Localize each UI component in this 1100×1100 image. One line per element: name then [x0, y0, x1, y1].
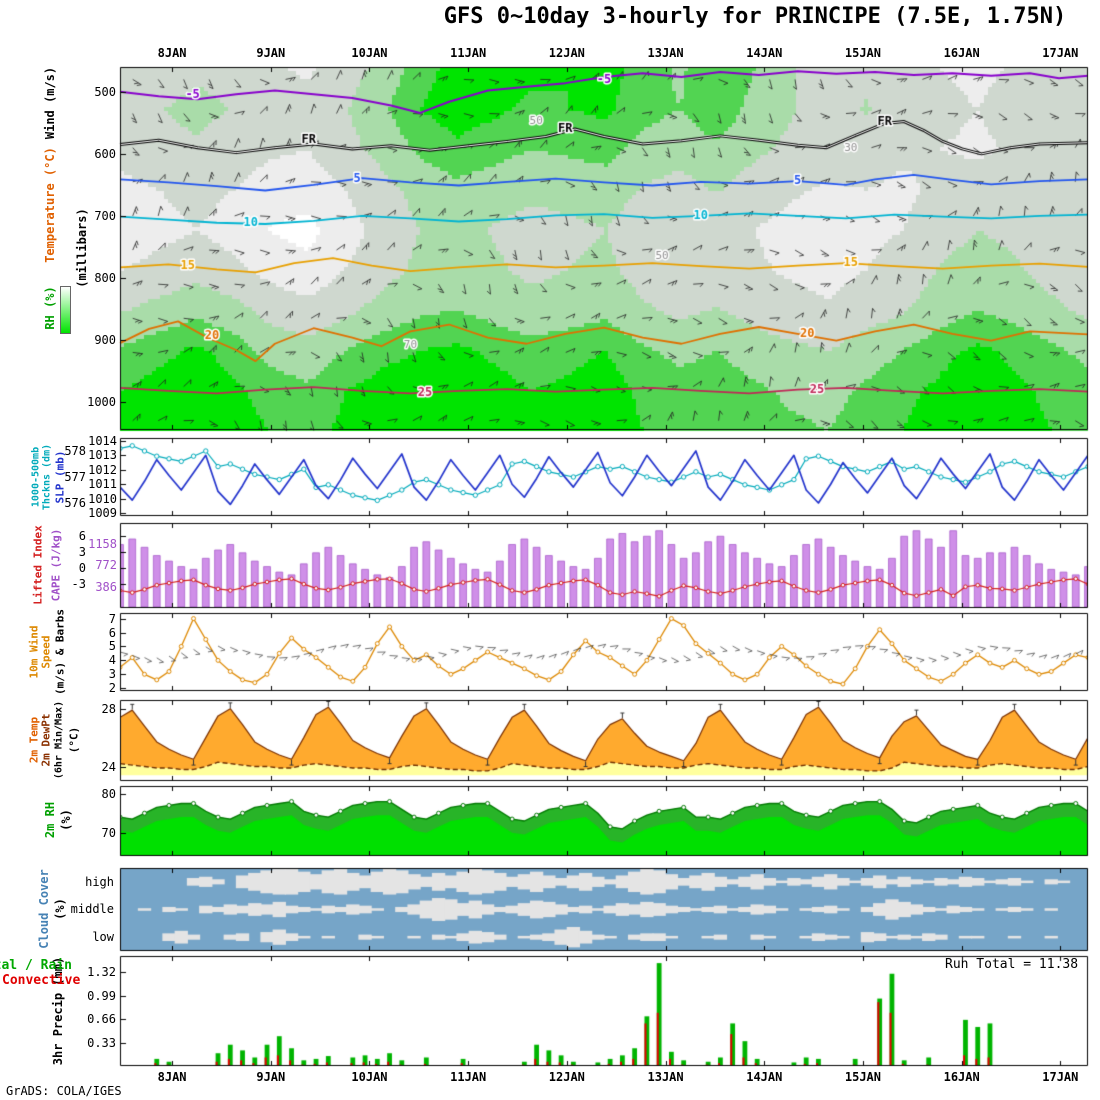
- cloud-row-label-middle: middle: [70, 902, 114, 916]
- wind10m-axis-title-3: (m/s) & Barbs: [53, 608, 67, 696]
- page-title: GFS 0~10day 3-hourly for PRINCIPE (7.5E,…: [443, 4, 1067, 29]
- run-total: Run Total = 11.38: [945, 957, 1079, 972]
- cloud-axis-title: Cloud Cover: [37, 869, 51, 949]
- rh2m-axis-title: 2m RH: [43, 801, 57, 839]
- thickness-axis-title-1: 1000-500mb: [30, 446, 42, 508]
- cloud-row-label-low: low: [92, 930, 114, 944]
- temperature-axis-title: Temperature (°C): [43, 147, 57, 263]
- thickness-axis-title-2: Thckns (dm): [41, 443, 53, 511]
- temp2m-axis-title-3: (6hr Min/Max): [53, 700, 65, 780]
- rh2m-axis-title-2: (%): [59, 809, 73, 831]
- lifted-index-axis-title: Lifted Index: [31, 525, 45, 605]
- wind10m-axis-title-2: Speed: [39, 635, 53, 669]
- cloud-row-label-high: high: [85, 875, 114, 889]
- rh-axis-title: RH (%): [43, 286, 57, 330]
- slp-axis-title: SLP (mb): [53, 450, 67, 504]
- cloud-axis-title-2: (%): [53, 898, 67, 920]
- rh-colorbar: [60, 286, 71, 334]
- precip-convective-legend: Convective: [2, 973, 81, 988]
- cape-axis-title: CAPE (J/kg): [49, 528, 63, 602]
- precip-total-legend: Total / Rain: [0, 958, 72, 973]
- temp2m-axis-title-2: 2m DewPt: [39, 713, 53, 767]
- credit: GrADS: COLA/IGES: [6, 1084, 122, 1098]
- millibars-axis-title: (millibars): [75, 208, 89, 288]
- temp2m-axis-title-4: (°C): [67, 726, 81, 754]
- wind-axis-title: Wind (m/s): [43, 66, 57, 140]
